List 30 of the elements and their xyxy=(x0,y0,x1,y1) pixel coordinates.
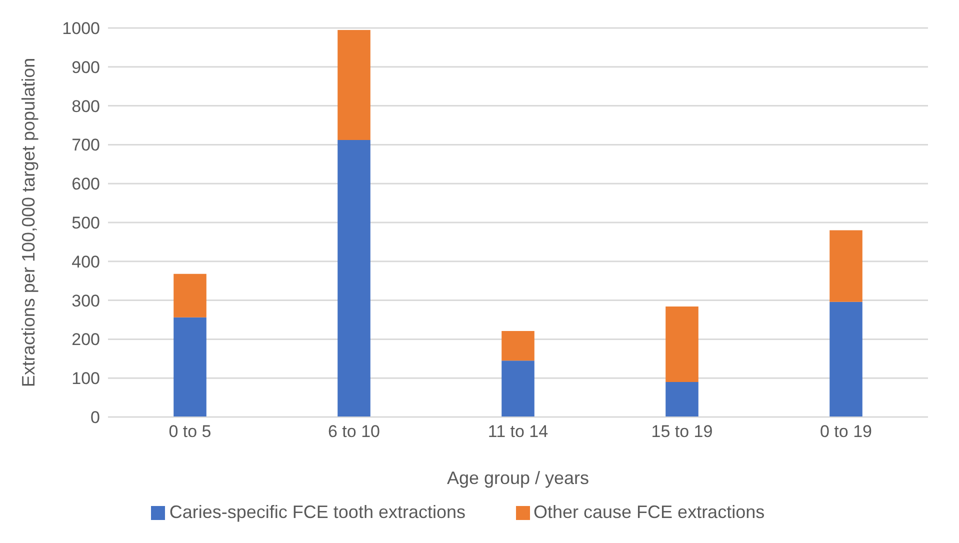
y-tick-label: 600 xyxy=(72,174,100,194)
bar xyxy=(174,274,206,318)
x-tick-label: 0 to 19 xyxy=(820,422,872,442)
bar xyxy=(830,302,862,417)
x-tick-label: 6 to 10 xyxy=(328,422,380,442)
y-tick-label: 900 xyxy=(72,58,100,77)
y-tick-label: 500 xyxy=(72,214,100,233)
y-tick-label: 0 xyxy=(90,408,100,428)
bar xyxy=(338,30,370,140)
x-axis-title: Age group / years xyxy=(446,468,590,488)
bar xyxy=(174,317,206,417)
bar xyxy=(830,230,862,302)
bar xyxy=(502,331,534,361)
y-tick-label: 700 xyxy=(72,136,100,155)
y-axis-title: Extractions per 100,000 target population xyxy=(18,58,38,388)
bar xyxy=(502,360,534,417)
y-tick-label: 100 xyxy=(72,369,100,388)
legend-label: Caries-specific FCE tooth extractions xyxy=(169,502,466,522)
y-tick-label: 300 xyxy=(72,291,100,310)
y-tick-label: 800 xyxy=(72,96,100,116)
x-tick-label: 0 to 5 xyxy=(168,422,212,442)
y-tick-label: 400 xyxy=(72,252,100,272)
bar xyxy=(666,306,698,382)
bar xyxy=(666,382,698,417)
bar xyxy=(338,140,370,417)
legend-label: Other cause FCE extractions xyxy=(534,502,765,522)
y-tick-label: 1000 xyxy=(62,19,100,38)
x-tick-label: 15 to 19 xyxy=(651,422,713,442)
y-tick-label: 200 xyxy=(72,330,100,350)
x-tick-label: 11 to 14 xyxy=(488,422,548,442)
